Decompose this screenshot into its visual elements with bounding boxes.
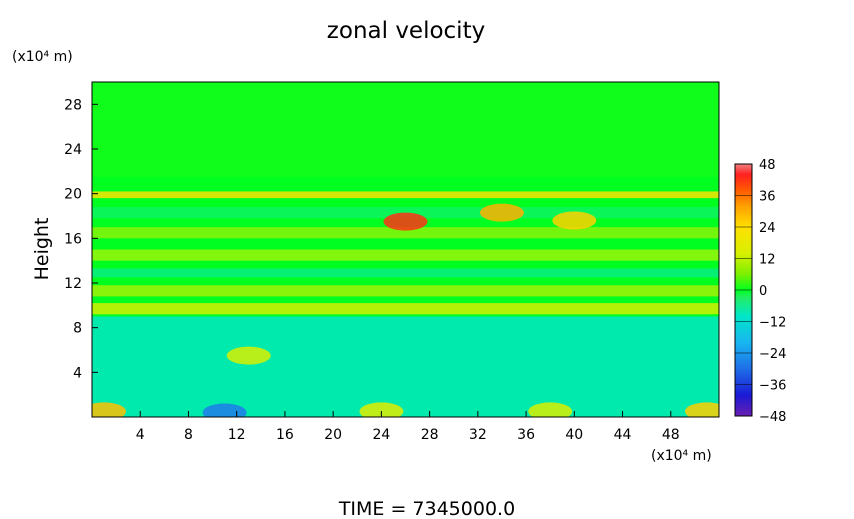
colorbar-tick-label: 36 bbox=[759, 190, 776, 205]
field-band bbox=[92, 316, 719, 417]
y-tick-label: 4 bbox=[73, 365, 82, 381]
colorbar-tick-label: −12 bbox=[759, 316, 786, 331]
plot-frame bbox=[91, 81, 720, 418]
field-band bbox=[92, 303, 719, 315]
x-tick-label: 20 bbox=[324, 427, 342, 443]
field-band bbox=[92, 82, 719, 177]
x-tick-label: 28 bbox=[421, 427, 439, 443]
x-tick-label: 44 bbox=[614, 427, 632, 443]
y-axis-label: Height bbox=[31, 218, 53, 281]
y-tick-label: 20 bbox=[64, 187, 82, 203]
x-axis: 4 8 12 16 20 24 28 32 36 40 44 48 bbox=[136, 411, 680, 443]
colorbar-ticks: 48 36 24 12 0 −12 −24 −36 −48 bbox=[735, 158, 786, 425]
field-feature bbox=[383, 212, 428, 231]
colorbar-tick-label: 0 bbox=[759, 284, 767, 299]
x-unit-label: (x10⁴ m) bbox=[651, 448, 712, 464]
x-tick-label: 16 bbox=[276, 427, 294, 443]
field-band bbox=[92, 249, 719, 261]
x-tick-label: 36 bbox=[517, 427, 535, 443]
field-band bbox=[92, 285, 719, 297]
heatmap-field bbox=[92, 82, 719, 417]
field-feature bbox=[226, 346, 271, 365]
x-tick-label: 40 bbox=[565, 427, 583, 443]
time-label: TIME = 7345000.0 bbox=[338, 498, 515, 519]
colorbar-tick-label: 12 bbox=[759, 253, 776, 268]
field-feature bbox=[684, 402, 719, 417]
y-tick-label: 8 bbox=[73, 321, 82, 337]
x-tick-label: 4 bbox=[136, 427, 145, 443]
y-unit-label: (x10⁴ m) bbox=[12, 49, 73, 65]
y-tick-label: 16 bbox=[64, 231, 82, 247]
y-tick-label: 28 bbox=[64, 97, 82, 113]
field-feature bbox=[552, 211, 597, 230]
colorbar-tick-label: −36 bbox=[759, 379, 786, 394]
x-tick-label: 12 bbox=[228, 427, 246, 443]
field-feature bbox=[479, 203, 524, 222]
x-tick-label: 32 bbox=[469, 427, 487, 443]
colorbar-tick-label: 24 bbox=[759, 221, 776, 236]
chart-title: zonal velocity bbox=[327, 18, 485, 44]
colorbar-tick-label: −24 bbox=[759, 347, 786, 362]
field-feature bbox=[528, 402, 573, 417]
y-tick-label: 12 bbox=[64, 276, 82, 292]
field-band bbox=[92, 268, 719, 278]
field-feature bbox=[202, 403, 247, 417]
colorbar-tick-label: 48 bbox=[759, 158, 776, 173]
field-band bbox=[92, 191, 719, 199]
field-feature bbox=[92, 402, 127, 417]
field-band bbox=[92, 227, 719, 239]
x-tick-label: 48 bbox=[662, 427, 680, 443]
x-tick-label: 8 bbox=[184, 427, 193, 443]
field-feature bbox=[359, 402, 404, 417]
colorbar-tick-label: −48 bbox=[759, 410, 786, 425]
y-tick-label: 24 bbox=[64, 142, 82, 158]
x-tick-label: 24 bbox=[372, 427, 390, 443]
y-axis: 4 8 12 16 20 24 28 bbox=[64, 97, 98, 381]
